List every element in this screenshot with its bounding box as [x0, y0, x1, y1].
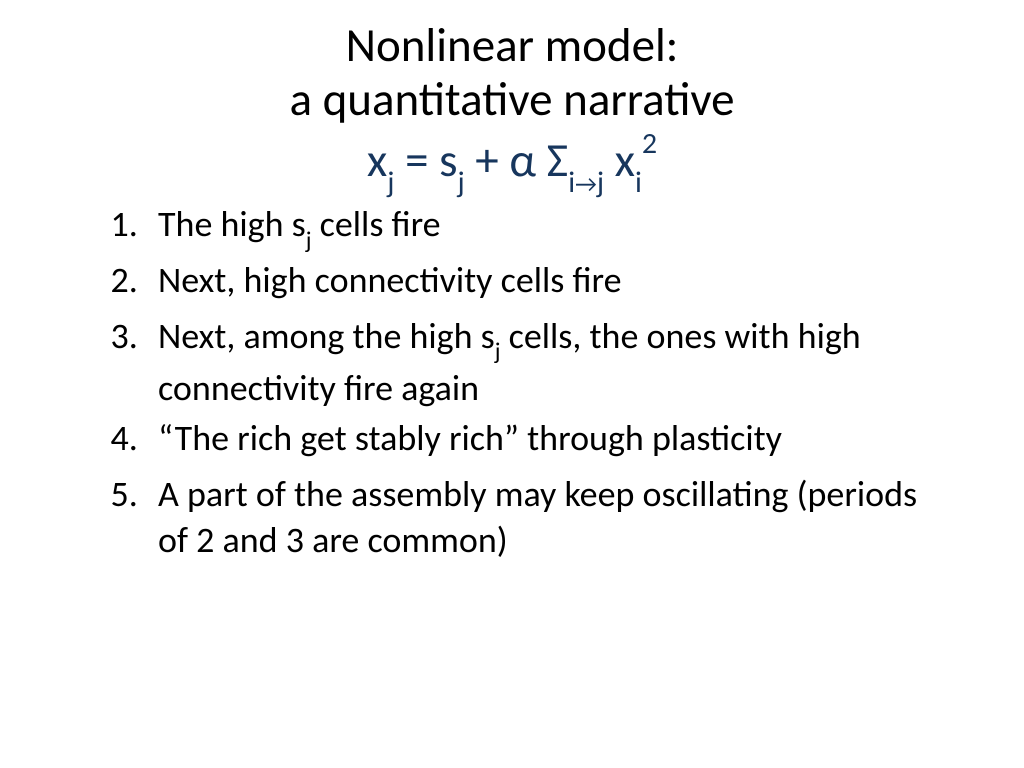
equation: xj = sj + α Σi→j xi2 — [60, 132, 964, 195]
list-text-post: cells fire — [312, 202, 441, 246]
eq-sup-2: 2 — [642, 125, 657, 162]
title-line-1: Nonlinear model: — [60, 18, 964, 72]
list-sub: j — [495, 337, 501, 366]
list-text-pre: The high s — [158, 202, 306, 246]
eq-sub-j3: j — [597, 164, 604, 201]
list-item: “The rich get stably rich” through plast… — [146, 415, 954, 467]
eq-sub-i2: i — [635, 164, 642, 201]
list-text-pre: Next, high connectivity cells fire — [158, 258, 622, 302]
eq-plus-alpha: + α — [465, 131, 547, 189]
eq-sigma: Σ — [547, 131, 569, 189]
eq-sub-j2: j — [457, 164, 464, 201]
eq-sub-j1: j — [387, 164, 394, 201]
list-text-pre: Next, among the high s — [158, 314, 495, 358]
eq-eq-s: = s — [394, 131, 457, 189]
list-item: Next, among the high sj cells, the ones … — [146, 313, 954, 411]
slide-title: Nonlinear model: a quantitative narrativ… — [60, 18, 964, 126]
list-item: A part of the assembly may keep oscillat… — [146, 471, 954, 569]
eq-x: x — [367, 131, 387, 189]
list-text-pre: A part of the assembly may keep oscillat… — [158, 472, 917, 562]
list-item: The high sj cells fire — [146, 201, 954, 253]
numbered-list: The high sj cells fire Next, high connec… — [146, 201, 954, 569]
list-text-pre: “The rich get stably rich” through plast… — [158, 416, 782, 460]
list-sub: j — [306, 226, 312, 255]
title-line-2: a quantitative narrative — [60, 72, 964, 126]
arrow-icon: → — [575, 170, 597, 199]
eq-x2: x — [615, 131, 635, 189]
eq-space — [604, 131, 615, 189]
slide: Nonlinear model: a quantitative narrativ… — [0, 0, 1024, 768]
list-item: Next, high connectivity cells fire — [146, 257, 954, 309]
